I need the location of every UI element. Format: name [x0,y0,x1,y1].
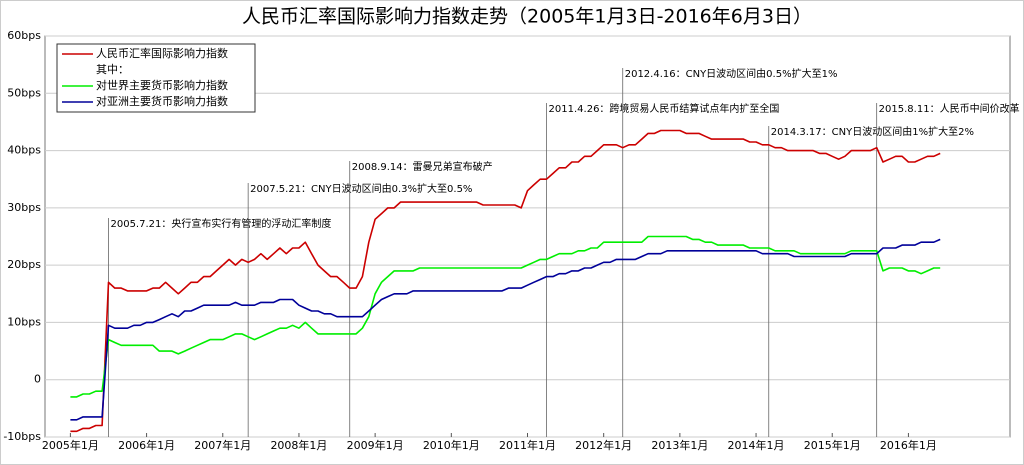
y-tick-label: 60bps [7,29,41,42]
y-tick-label: -10bps [3,430,41,443]
x-tick-label: 2007年1月 [194,438,251,452]
series-line [70,129,941,433]
x-tick-label: 2005年1月 [42,438,99,452]
annotation-text: 2005.7.21：央行宣布实行有管理的浮动汇率制度 [110,217,331,230]
x-tick-label: 2013年1月 [651,438,708,452]
x-tick-label: 2015年1月 [804,438,861,452]
annotation-text: 2007.5.21：CNY日波动区间由0.3%扩大至0.5% [250,182,472,195]
legend-box [56,43,256,113]
series-line [70,235,941,398]
annotation-text: 2015.8.11：人民币中间价改革 [879,102,1020,115]
x-tick-label: 2011年1月 [499,438,556,452]
y-tick-label: 20bps [7,258,41,271]
y-tick-label: 50bps [7,86,41,99]
chart-title: 人民币汇率国际影响力指数走势（2005年1月3日-2016年6月3日） [242,6,812,28]
legend-subheading: 其中： [96,63,129,76]
legend-label: 人民币汇率国际影响力指数 [96,46,228,60]
annotation-text: 2008.9.14：雷曼兄弟宣布破产 [352,160,493,173]
legend-label: 对世界主要货币影响力指数 [96,78,228,92]
annotation-text: 2014.3.17：CNY日波动区间由1%扩大至2% [771,125,974,138]
x-tick-label: 2009年1月 [347,438,404,452]
annotation-text: 2012.4.16：CNY日波动区间由0.5%扩大至1% [625,67,838,80]
x-tick-label: 2006年1月 [118,438,175,452]
x-tick-label: 2016年1月 [880,438,937,452]
y-tick-label: 30bps [7,201,41,214]
legend-label: 对亚洲主要货币影响力指数 [96,94,228,108]
x-tick-label: 2008年1月 [270,438,327,452]
annotation-text: 2011.4.26：跨境贸易人民币结算试点年内扩至全国 [549,102,780,115]
x-tick-label: 2010年1月 [423,438,480,452]
x-tick-label: 2012年1月 [575,438,632,452]
y-tick-label: 0 [34,373,41,386]
y-tick-label: 10bps [7,315,41,328]
y-tick-label: 40bps [7,144,41,157]
series-line [70,238,941,421]
x-tick-label: 2014年1月 [728,438,785,452]
